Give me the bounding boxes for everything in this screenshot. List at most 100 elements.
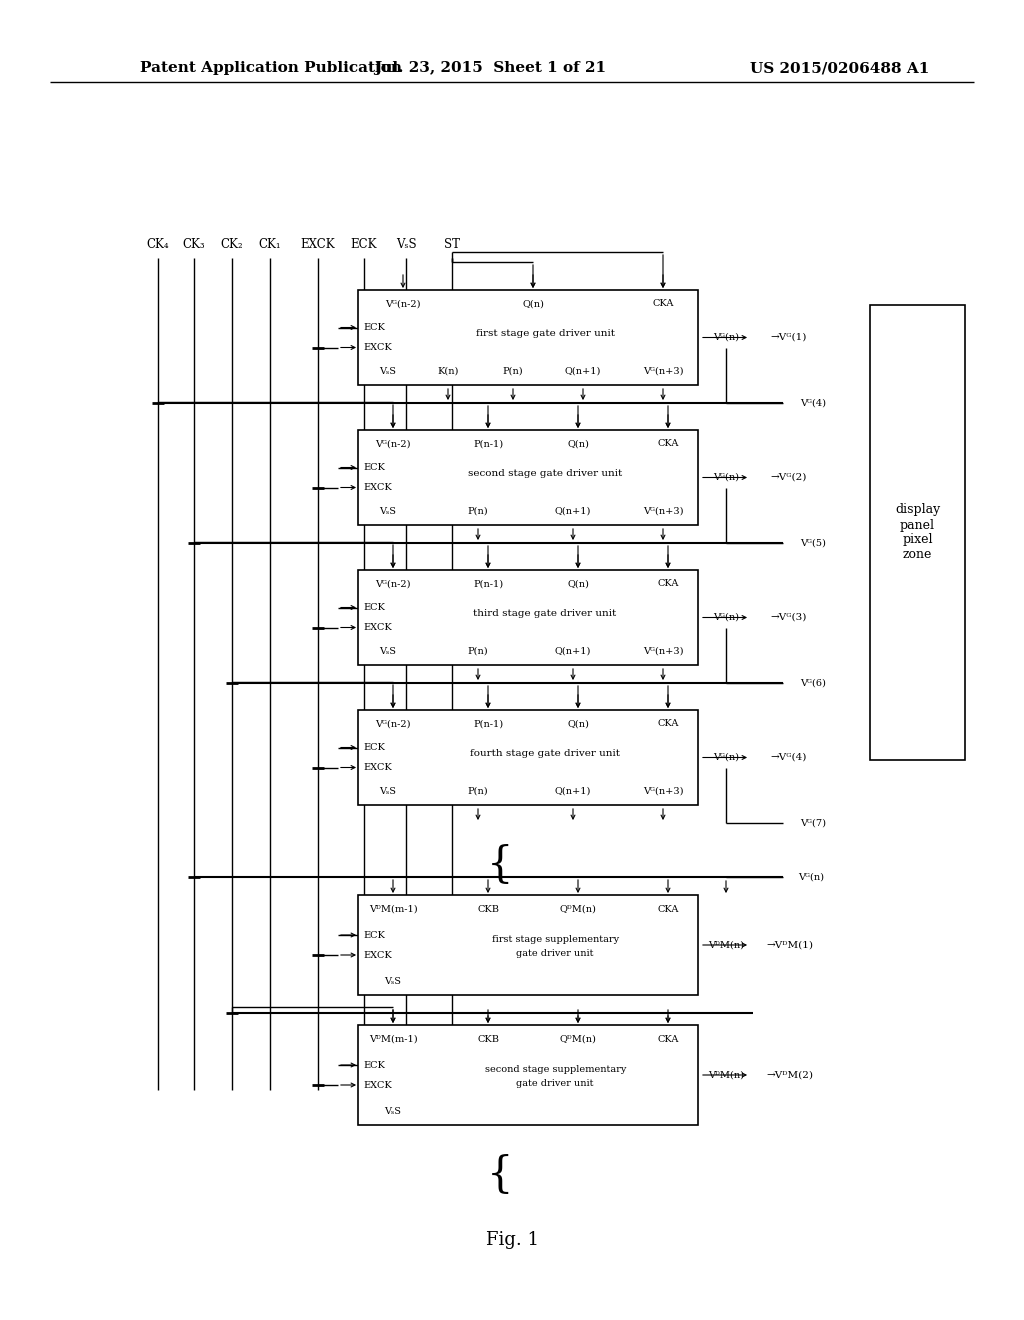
Text: →Vᴳ(2): →Vᴳ(2) (770, 473, 806, 482)
Text: ST: ST (444, 239, 460, 252)
Text: display
panel
pixel
zone: display panel pixel zone (895, 503, 940, 561)
Text: VₛS: VₛS (395, 239, 417, 252)
Bar (358, 710, 698, 805)
Bar (358, 430, 698, 525)
Text: P(n-1): P(n-1) (473, 440, 503, 449)
Text: second stage supplementary: second stage supplementary (484, 1064, 626, 1073)
Text: Vᴳ(n-2): Vᴳ(n-2) (385, 300, 421, 309)
Text: VₛS: VₛS (380, 507, 396, 516)
Text: Vᴳ(6): Vᴳ(6) (800, 678, 826, 688)
Text: CKA: CKA (657, 579, 679, 589)
Text: EXCK: EXCK (362, 623, 392, 632)
Text: Jul. 23, 2015  Sheet 1 of 21: Jul. 23, 2015 Sheet 1 of 21 (374, 61, 606, 75)
Text: ECK: ECK (362, 1060, 385, 1069)
Text: ECK: ECK (362, 743, 385, 752)
Text: Q(n): Q(n) (567, 440, 589, 449)
Text: →VᴰM(1): →VᴰM(1) (766, 940, 813, 949)
Text: Patent Application Publication: Patent Application Publication (140, 61, 402, 75)
Text: VₛS: VₛS (380, 647, 396, 656)
Text: first stage supplementary: first stage supplementary (492, 935, 618, 944)
Text: Q(n+1): Q(n+1) (555, 507, 591, 516)
Text: Vᴳ(n+3): Vᴳ(n+3) (643, 367, 683, 375)
Text: Vᴳ(n): Vᴳ(n) (798, 873, 824, 882)
Text: VₛS: VₛS (380, 787, 396, 796)
Text: {: { (486, 843, 513, 886)
Text: ECK: ECK (351, 239, 377, 252)
Text: QᴰM(n): QᴰM(n) (559, 904, 596, 913)
Text: EXCK: EXCK (362, 950, 392, 960)
Text: EXCK: EXCK (362, 763, 392, 772)
Text: VₛS: VₛS (380, 367, 396, 375)
Text: P(n): P(n) (468, 647, 488, 656)
Text: ECK: ECK (362, 463, 385, 473)
Text: Vᴳ(4): Vᴳ(4) (800, 399, 826, 408)
Text: P(n): P(n) (503, 367, 523, 375)
Text: EXCK: EXCK (301, 239, 335, 252)
Text: EXCK: EXCK (362, 343, 392, 352)
Text: CKB: CKB (477, 904, 499, 913)
Text: CKB: CKB (477, 1035, 499, 1044)
Text: second stage gate driver unit: second stage gate driver unit (468, 469, 623, 478)
Text: fourth stage gate driver unit: fourth stage gate driver unit (470, 748, 620, 758)
Text: Q(n+1): Q(n+1) (555, 647, 591, 656)
Text: CK₂: CK₂ (221, 239, 244, 252)
Text: {: { (486, 1154, 513, 1196)
Text: VₛS: VₛS (384, 977, 401, 986)
Text: Q(n+1): Q(n+1) (565, 367, 601, 375)
Text: ECK: ECK (362, 931, 385, 940)
Text: Q(n): Q(n) (567, 579, 589, 589)
Text: Vᴳ(7): Vᴳ(7) (800, 818, 826, 828)
Text: gate driver unit: gate driver unit (516, 1078, 594, 1088)
Text: third stage gate driver unit: third stage gate driver unit (473, 609, 616, 618)
Text: VᴰM(n): VᴰM(n) (708, 940, 744, 949)
Text: Vᴳ(n-2): Vᴳ(n-2) (375, 719, 411, 729)
Text: Q(n): Q(n) (567, 719, 589, 729)
Bar (358, 290, 698, 385)
Text: QᴰM(n): QᴰM(n) (559, 1035, 596, 1044)
Text: P(n): P(n) (468, 787, 488, 796)
Text: Vᴳ(n+3): Vᴳ(n+3) (643, 787, 683, 796)
Text: Vᴳ(5): Vᴳ(5) (800, 539, 826, 548)
Text: Q(n+1): Q(n+1) (555, 787, 591, 796)
Text: CKA: CKA (657, 719, 679, 729)
Text: US 2015/0206488 A1: US 2015/0206488 A1 (751, 61, 930, 75)
Text: Vᴳ(n): Vᴳ(n) (713, 612, 739, 622)
Text: Fig. 1: Fig. 1 (485, 1232, 539, 1249)
Text: Vᴳ(n): Vᴳ(n) (713, 752, 739, 762)
Text: EXCK: EXCK (362, 483, 392, 492)
Text: K(n): K(n) (437, 367, 459, 375)
Text: gate driver unit: gate driver unit (516, 949, 594, 957)
Text: VᴰM(m-1): VᴰM(m-1) (369, 904, 418, 913)
Text: ECK: ECK (362, 323, 385, 333)
Text: CK₁: CK₁ (259, 239, 282, 252)
Text: Vᴳ(n-2): Vᴳ(n-2) (375, 440, 411, 449)
Text: →Vᴳ(1): →Vᴳ(1) (770, 333, 806, 342)
Text: P(n): P(n) (468, 507, 488, 516)
Text: Vᴳ(n): Vᴳ(n) (713, 473, 739, 482)
Text: CK₃: CK₃ (182, 239, 206, 252)
Bar (358, 570, 698, 665)
Text: →Vᴳ(3): →Vᴳ(3) (770, 612, 806, 622)
Text: Vᴳ(n-2): Vᴳ(n-2) (375, 579, 411, 589)
Text: Vᴳ(n): Vᴳ(n) (713, 333, 739, 342)
Text: CKA: CKA (657, 904, 679, 913)
Text: →Vᴳ(4): →Vᴳ(4) (770, 752, 806, 762)
Bar (358, 895, 698, 995)
Text: CK₄: CK₄ (146, 239, 169, 252)
Text: EXCK: EXCK (362, 1081, 392, 1089)
Bar (358, 1026, 698, 1125)
Text: CKA: CKA (652, 300, 674, 309)
Text: first stage gate driver unit: first stage gate driver unit (475, 329, 614, 338)
Text: Vᴳ(n+3): Vᴳ(n+3) (643, 507, 683, 516)
Text: Q(n): Q(n) (522, 300, 544, 309)
Text: ECK: ECK (362, 603, 385, 612)
Text: P(n-1): P(n-1) (473, 579, 503, 589)
Text: Vᴳ(n+3): Vᴳ(n+3) (643, 647, 683, 656)
Text: VᴰM(m-1): VᴰM(m-1) (369, 1035, 418, 1044)
Text: CKA: CKA (657, 440, 679, 449)
Text: →VᴰM(2): →VᴰM(2) (766, 1071, 813, 1080)
Bar (870, 305, 965, 760)
Text: CKA: CKA (657, 1035, 679, 1044)
Text: VₛS: VₛS (384, 1106, 401, 1115)
Text: VᴰM(n): VᴰM(n) (708, 1071, 744, 1080)
